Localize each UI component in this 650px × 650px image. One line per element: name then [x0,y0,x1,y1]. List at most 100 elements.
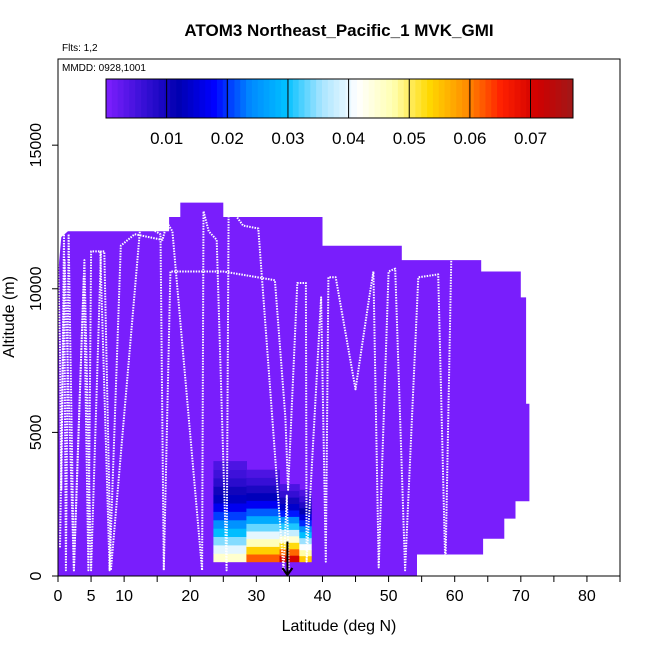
colorbar-segment [567,79,574,118]
flights-label: Flts: 1,2 [62,43,98,54]
marker-arrow-head [281,567,294,577]
colorbar-segment [543,79,551,118]
x-tick-label: 60 [446,588,464,605]
enhancement-cell [213,494,247,504]
enhancement-cell [299,537,312,545]
colorbar-segment [549,79,556,118]
colorbar-segment [502,79,510,118]
colorbar-segment [438,79,445,118]
colorbar-segment [497,79,504,118]
x-tick-label: 10 [115,588,133,605]
colorbar-segment [316,79,323,118]
colorbar-segment [117,79,124,118]
colorbar-segment [135,79,142,118]
colorbar-segment [532,79,539,118]
colorbar-segment [310,79,317,118]
colorbar-segment [292,79,300,118]
x-tick-label: 80 [578,588,596,605]
colorbar-segment [473,79,480,118]
date-label-bg [60,60,156,74]
enhancement-cell [213,511,247,521]
colorbar-segment [216,79,224,118]
enhancement-cell [279,509,300,517]
plot-area [58,202,530,576]
colorbar-segment [368,79,375,118]
enhancement-cell [279,548,300,556]
colorbar-tick-label: 0.06 [453,129,486,148]
enhancement-cell [299,531,312,539]
colorbar-segment [508,79,516,118]
colorbar-segment [333,79,340,118]
colorbar-segment [526,79,533,118]
colorbar-segment [374,79,381,118]
colorbar-frame [105,78,574,119]
colorbar-tick-label: 0.05 [393,129,426,148]
enhancement-cell [213,528,247,537]
enhancement-cell [246,485,280,494]
enhancement-cell [279,535,300,543]
colorbar-segment [164,79,171,118]
colorbar-segment [158,79,165,118]
enhancement-cell [246,538,280,547]
colorbar-segment [397,79,405,118]
x-tick-label: 20 [181,588,199,605]
enhancement-cell [279,522,300,530]
colorbar-tick-label: 0.07 [514,129,547,148]
x-tick-label: 30 [247,588,265,605]
enhancement-cell [279,529,300,537]
y-tick-label: 15000 [28,123,45,168]
colorbar-segment [380,79,387,118]
y-axis-label: Altitude (m) [1,276,18,358]
x-axis: 0 5 10 20 30 40 50 60 70 80 [54,576,621,605]
enhancement-cell [213,477,247,487]
colorbar-segment [240,79,247,118]
colorbar-segment [491,79,498,118]
colorbar-segment [106,79,113,118]
colorbar-segment [392,79,399,118]
colorbar-segment [222,79,229,118]
colorbar-segment [351,79,358,118]
enhancement-cell [246,492,280,501]
enhancement-cell [299,549,312,557]
colorbar-segment [467,79,475,118]
flight-track-2 [59,221,535,572]
colorbar: 0.01 0.02 0.03 0.04 0.05 0.06 0.07 [105,78,574,148]
colorbar-segment [514,79,521,118]
enhancement-cell [246,469,280,478]
colorbar-segment [485,79,492,118]
colorbar-tick-label: 0.04 [332,129,365,148]
enhancement-cell [279,484,300,492]
enhancement-cell [279,497,300,504]
colorbar-segment [339,79,346,118]
enhancement-cell [246,477,280,486]
x-tick-label: 50 [380,588,398,605]
colorbar-segment [211,79,218,118]
colorbar-segment [275,79,282,118]
enhancement-cell [213,544,247,554]
colorbar-segment [181,79,189,118]
marker-arrow [281,541,294,577]
colorbar-segment [176,79,183,118]
colorbar-segment [409,79,416,118]
x-tick-label: 70 [512,588,530,605]
flight-tracks [58,210,535,572]
enhancement-cell [279,490,300,498]
colorbar-segment [234,79,241,118]
enhancement-cell [279,503,300,511]
colorbar-segment [415,79,422,118]
colorbar-segment [520,79,527,118]
colorbar-segment [386,79,393,118]
colorbar-segment [141,79,148,118]
x-axis-label: Latitude (deg N) [282,618,397,635]
enhancement-cell [213,519,247,529]
colorbar-segment [304,79,311,118]
enhancement-cell [213,503,247,512]
enhancement-cell [246,554,280,563]
enhancement-cell [213,536,247,546]
colorbar-segment [479,79,486,118]
colorbar-segment [111,79,119,118]
enhancement-cell [246,500,280,509]
enhancement-cell [246,515,280,524]
colorbar-segment [403,79,410,118]
